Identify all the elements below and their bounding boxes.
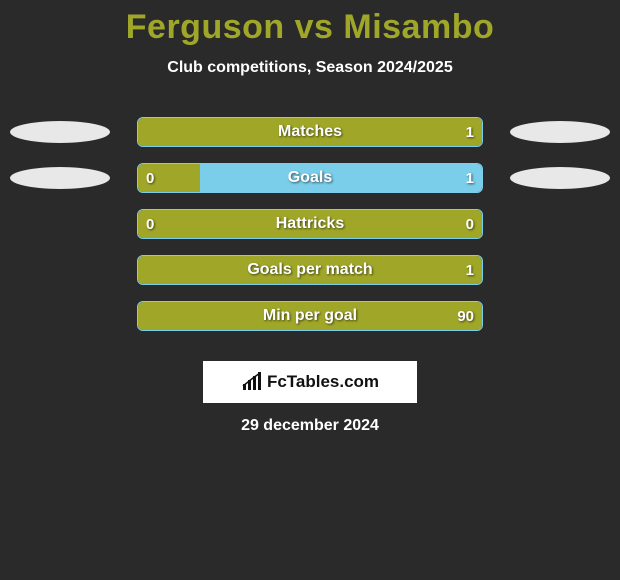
player-left-placeholder: [10, 121, 110, 143]
stat-row: 00Hattricks: [0, 201, 620, 247]
stat-value-right: 1: [458, 256, 482, 284]
comparison-chart: Ferguson vs Misambo Club competitions, S…: [0, 0, 620, 435]
stat-fill-left: [138, 118, 482, 146]
page-subtitle: Club competitions, Season 2024/2025: [0, 59, 620, 77]
stat-fill-left: [138, 256, 482, 284]
stat-fill-right: [200, 164, 482, 192]
stat-fill-left: [138, 302, 482, 330]
stat-value-left: 0: [138, 164, 162, 192]
page-title: Ferguson vs Misambo: [0, 8, 620, 47]
stat-fill-left: [138, 210, 482, 238]
brand-text: FcTables.com: [267, 372, 379, 392]
stat-value-right: 1: [458, 118, 482, 146]
stat-value-right: 90: [449, 302, 482, 330]
stat-row: 90Min per goal: [0, 293, 620, 339]
stat-bar: 1Goals per match: [137, 255, 483, 285]
stat-row: 1Goals per match: [0, 247, 620, 293]
stat-bar: 00Hattricks: [137, 209, 483, 239]
player-right-placeholder: [510, 167, 610, 189]
stat-row: 1Matches: [0, 109, 620, 155]
stat-bar: 1Matches: [137, 117, 483, 147]
player-left-placeholder: [10, 167, 110, 189]
stat-value-right: 1: [458, 164, 482, 192]
stat-row: 01Goals: [0, 155, 620, 201]
player-right-placeholder: [510, 121, 610, 143]
brand-box: FcTables.com: [203, 361, 417, 403]
stat-value-right: 0: [458, 210, 482, 238]
stat-bar: 90Min per goal: [137, 301, 483, 331]
stat-bar: 01Goals: [137, 163, 483, 193]
date-line: 29 december 2024: [0, 417, 620, 435]
stats-area: 1Matches01Goals00Hattricks1Goals per mat…: [0, 109, 620, 339]
bar-chart-icon: [241, 372, 263, 392]
stat-value-left: 0: [138, 210, 162, 238]
